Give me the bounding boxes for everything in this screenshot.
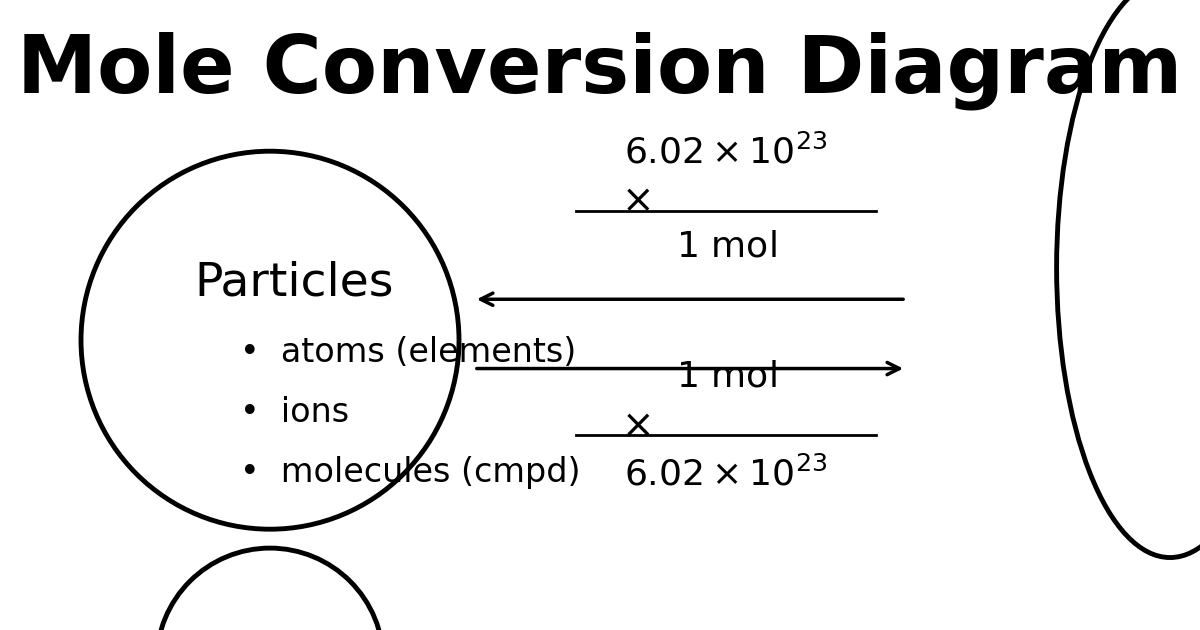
Text: $\times$: $\times$ bbox=[622, 406, 650, 444]
Text: $\mathregular{6.02 \times 10^{23}}$: $\mathregular{6.02 \times 10^{23}}$ bbox=[624, 457, 828, 493]
Text: $\times$: $\times$ bbox=[622, 181, 650, 219]
Text: •  molecules (cmpd): • molecules (cmpd) bbox=[240, 456, 581, 489]
Text: Particles: Particles bbox=[194, 261, 394, 306]
Text: •  atoms (elements): • atoms (elements) bbox=[240, 336, 576, 369]
Text: $\mathregular{1\ mol}$: $\mathregular{1\ mol}$ bbox=[676, 360, 776, 394]
Text: •  ions: • ions bbox=[240, 396, 349, 429]
Text: Mole Conversion Diagram: Mole Conversion Diagram bbox=[17, 32, 1183, 110]
Text: $\mathregular{1\ mol}$: $\mathregular{1\ mol}$ bbox=[676, 230, 776, 264]
Text: $\mathregular{6.02 \times 10^{23}}$: $\mathregular{6.02 \times 10^{23}}$ bbox=[624, 134, 828, 170]
